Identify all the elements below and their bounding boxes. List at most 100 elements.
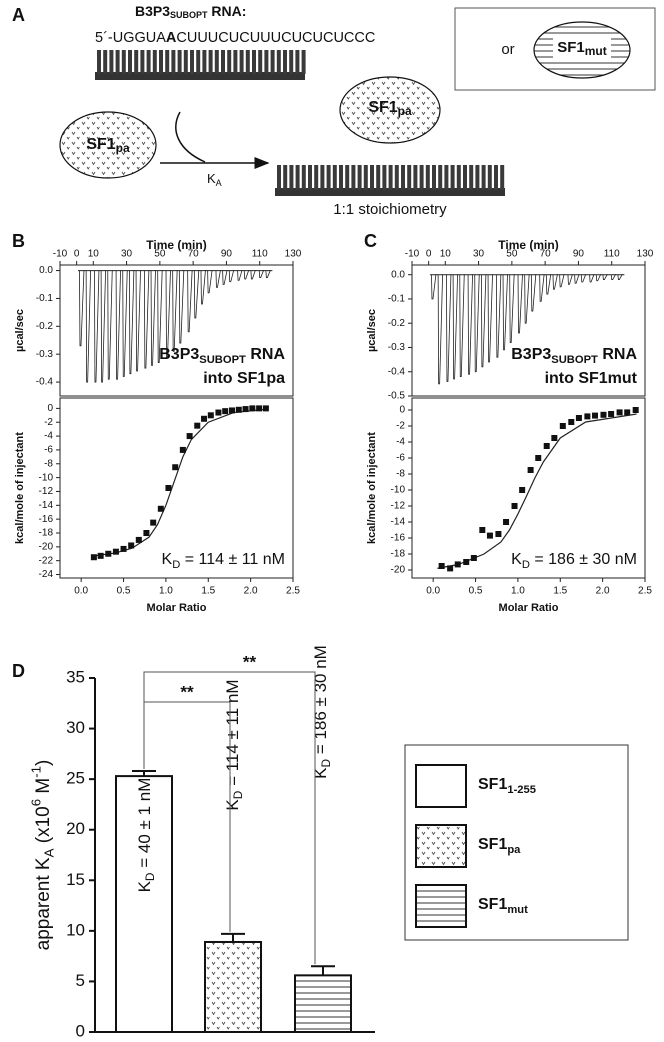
legend-label-part: SF1 (478, 836, 507, 853)
y-tick-label: -0.4 (36, 377, 54, 388)
strand-tooth (500, 165, 505, 190)
data-point (470, 555, 477, 561)
y-tick-label: -10 (39, 472, 54, 483)
injection-peak (524, 274, 530, 324)
injection-peak (437, 274, 444, 385)
injection-peak (150, 270, 156, 366)
data-point (242, 406, 249, 413)
y-tick-label: -8 (396, 469, 405, 480)
injection-peak (215, 270, 221, 288)
annotation-part: D (522, 559, 530, 571)
y-tick-label: -0.1 (388, 294, 406, 305)
binding-curve (175, 111, 206, 163)
sequence-part: CUUUCUCUUUCUCUCUCCC (176, 30, 375, 46)
y-tick-label: -8 (44, 458, 53, 469)
strand-tooth (252, 50, 256, 74)
y-tick-label: -0.2 (36, 321, 54, 332)
strand-tooth (425, 165, 430, 190)
y-tick-label: -0.4 (388, 366, 406, 377)
y-tick-label: 15 (66, 870, 85, 889)
strand-tooth (152, 50, 157, 74)
injection-peak (237, 269, 243, 281)
legend-label: SF1mut (478, 896, 528, 916)
significance-bracket (143, 671, 316, 965)
x-tick-label: 50 (506, 249, 518, 260)
x-tick-label: 130 (285, 249, 302, 260)
y-tick-label: -20 (39, 541, 54, 552)
injection-peak (79, 270, 85, 347)
sequence-part: 5´-UGGUA (95, 30, 166, 46)
bar-annotation: KD = 40 ± 1 nM (135, 778, 157, 893)
injection-peak (243, 269, 250, 280)
data-point (157, 505, 164, 512)
panel-label: C (364, 231, 377, 251)
y-tick-label: 30 (66, 718, 85, 737)
data-point (503, 519, 510, 525)
injection-peak (172, 270, 178, 352)
legend-label-part: SF1 (478, 776, 507, 793)
injection-peak (178, 270, 185, 344)
strand-tooth (444, 165, 449, 190)
injection-peak (545, 274, 552, 295)
annotation-part: RNA (246, 346, 286, 363)
strand-tooth (134, 50, 139, 74)
rna-title: B3P3SUBOPT RNA: (135, 3, 246, 21)
strand-tooth (289, 165, 294, 190)
annotation-part: = 186 ± 30 nM (530, 551, 637, 568)
y-tick-label: -24 (39, 569, 54, 580)
annotation: KD = 186 ± 30 nM (511, 551, 637, 571)
panel-label: A (12, 5, 25, 25)
data-point (575, 415, 582, 421)
y-axis-title-part: ) (33, 760, 54, 766)
x-tick-label: 110 (604, 249, 620, 260)
fit-line (437, 413, 637, 569)
strand-tooth (376, 165, 381, 190)
y-tick-label: -12 (391, 501, 406, 512)
x-tick-label: 2.5 (286, 586, 300, 597)
strand-tooth (208, 50, 213, 74)
data-point (235, 406, 242, 413)
strand-tooth (363, 165, 368, 190)
strand-tooth (419, 165, 424, 190)
protein-label-part: SF1 (557, 39, 585, 56)
protein-label: SF1pa (368, 99, 412, 118)
y-tick-label: -2 (396, 421, 405, 432)
strand-tooth (277, 165, 281, 190)
data-point (511, 503, 518, 509)
x-tick-label: 110 (252, 249, 268, 260)
bar-annotation-part: = 40 ± 1 nM (135, 778, 154, 873)
bar-annotation: KD = 114 ± 11 nM (223, 679, 245, 810)
injection-peak (459, 274, 465, 377)
strand-tooth (202, 50, 207, 74)
y-tick-label: 0 (47, 403, 53, 414)
rna-strand (275, 165, 505, 196)
rna-sequence: 5´-UGGUAACUUUCUCUUUCUCUCUCCC (95, 30, 375, 46)
strand-tooth (394, 165, 399, 190)
strand-tooth (438, 165, 443, 190)
bar-annotation-part: K (311, 767, 330, 779)
injection-peak (115, 270, 121, 380)
x-tick-label: -10 (53, 249, 68, 260)
data-point (186, 433, 193, 440)
strand-tooth (245, 50, 250, 74)
y-tick-label: 25 (66, 769, 85, 788)
x-tick-label: 30 (473, 249, 485, 260)
data-point (105, 550, 112, 557)
injection-peak (517, 274, 523, 334)
strand-tooth (370, 165, 374, 190)
y-tick-label: 0.0 (391, 269, 405, 280)
constant-part: K (207, 171, 216, 186)
injection-peak (107, 270, 113, 380)
y-tick-label: -16 (39, 514, 54, 525)
injection-peak (481, 274, 487, 368)
strand-tooth (295, 50, 300, 74)
bar (204, 940, 262, 1033)
data-point (256, 405, 263, 412)
plot-frame (411, 264, 646, 397)
strand-tooth (475, 165, 480, 190)
error-bar (132, 770, 156, 777)
annotation-part: D (172, 559, 180, 571)
strand-base (275, 188, 505, 196)
strand-tooth (463, 165, 467, 190)
strand-tooth (301, 165, 306, 190)
